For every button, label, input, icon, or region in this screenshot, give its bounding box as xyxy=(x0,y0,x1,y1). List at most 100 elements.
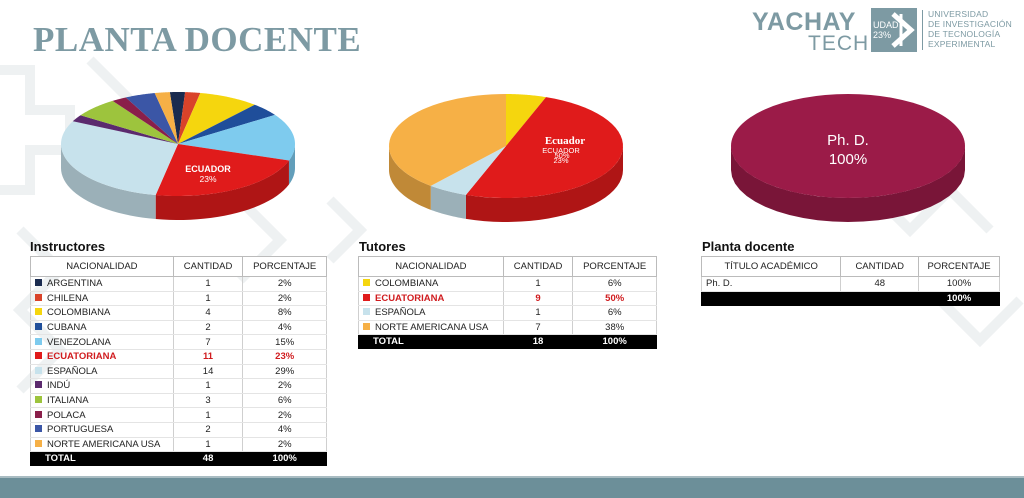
column-header: TÍTULO ACADÉMICO xyxy=(700,256,842,277)
row-percentage: 50% xyxy=(572,291,657,307)
legend-swatch-icon xyxy=(363,293,370,301)
row-percentage: 6% xyxy=(242,393,327,409)
university-logo: YACHAY TECH UDAD 23% UNIVERSIDAD DE INVES… xyxy=(752,6,1012,56)
row-quantity: 1 xyxy=(502,276,574,292)
table-row: INDÚ 1 2% xyxy=(30,378,327,394)
logo-subtitle: UNIVERSIDAD DE INVESTIGACIÓN DE TECNOLOG… xyxy=(928,9,1012,49)
legend-swatch-icon xyxy=(35,410,42,418)
pie-slice-side xyxy=(61,144,156,220)
pie-slice xyxy=(169,92,186,144)
pie-slice-side xyxy=(288,144,295,185)
table-row: ECUATORIANA 11 23% xyxy=(30,349,327,365)
table-row: Ph. D. 48 100% xyxy=(700,276,1000,292)
pie-slice xyxy=(178,92,201,144)
total-row: TOTAL 18 100% xyxy=(358,334,657,350)
row-quantity: 1 xyxy=(172,437,244,453)
logo-divider xyxy=(922,10,923,50)
pie-label-ecuador-pct: 23% xyxy=(199,174,216,184)
row-label: COLOMBIANA xyxy=(358,276,504,292)
total-quantity xyxy=(840,291,920,306)
row-quantity: 1 xyxy=(172,378,244,394)
row-label: NORTE AMERICANA USA xyxy=(30,437,174,453)
pie-slice xyxy=(178,104,275,144)
pie-slice xyxy=(155,144,289,196)
row-label: ITALIANA xyxy=(30,393,174,409)
planta-docente-table: TÍTULO ACADÉMICO CANTIDAD PORCENTAJE Ph.… xyxy=(700,256,1000,306)
tutores-table: NACIONALIDAD CANTIDAD PORCENTAJE COLOMBI… xyxy=(358,256,657,350)
pie-slice xyxy=(389,94,506,186)
row-quantity: 7 xyxy=(502,320,574,336)
pie-label-ecuador: ECUADOR xyxy=(185,164,231,174)
pie-slice xyxy=(72,115,178,144)
pie-label-phd-pct: 100% xyxy=(829,151,867,168)
table-row: ESPAÑOLA 14 29% xyxy=(30,364,327,380)
total-percentage: 100% xyxy=(918,291,1000,306)
row-quantity: 7 xyxy=(172,334,244,350)
row-quantity: 4 xyxy=(172,305,244,321)
table-row: VENEZOLANA 7 15% xyxy=(30,334,327,350)
pie-label-phd: Ph. D. xyxy=(827,132,869,149)
logo-word-tech: TECH xyxy=(808,32,870,55)
row-label: NORTE AMERICANA USA xyxy=(358,320,504,336)
pie-slice-side xyxy=(465,146,623,222)
column-header: CANTIDAD xyxy=(502,256,574,277)
total-percentage: 100% xyxy=(242,451,327,467)
column-header: PORCENTAJE xyxy=(918,256,1000,277)
pie-chart-planta-docente: Ph. D. 100% xyxy=(731,94,965,222)
row-quantity: 11 xyxy=(172,349,244,365)
row-percentage: 6% xyxy=(572,305,657,321)
instructores-table: NACIONALIDAD CANTIDAD PORCENTAJE ARGENTI… xyxy=(30,256,327,467)
total-label: TOTAL xyxy=(358,334,504,350)
legend-swatch-icon xyxy=(35,381,42,389)
table-row: CUBANA 2 4% xyxy=(30,320,327,336)
column-header: CANTIDAD xyxy=(172,256,244,277)
legend-swatch-icon xyxy=(363,323,370,331)
row-quantity: 48 xyxy=(840,276,920,292)
row-label: ECUATORIANA xyxy=(358,291,504,307)
footer-bar xyxy=(0,478,1024,498)
row-percentage: 100% xyxy=(918,276,1000,292)
pie-slice xyxy=(731,94,965,198)
column-header: NACIONALIDAD xyxy=(358,256,504,277)
table-row: PORTUGUESA 2 4% xyxy=(30,422,327,438)
total-row: TOTAL 48 100% xyxy=(30,451,327,467)
column-header: PORCENTAJE xyxy=(572,256,657,277)
table-row: ARGENTINA 1 2% xyxy=(30,276,327,292)
table-row: NORTE AMERICANA USA 7 38% xyxy=(358,320,657,336)
total-row: 100% xyxy=(700,291,1000,306)
pie-slice xyxy=(506,94,547,146)
table-row: ECUATORIANA 9 50% xyxy=(358,291,657,307)
table-row: COLOMBIANA 4 8% xyxy=(30,305,327,321)
table-row: COLOMBIANA 1 6% xyxy=(358,276,657,292)
pie-slice xyxy=(465,97,623,198)
legend-swatch-icon xyxy=(35,396,42,404)
row-label: INDÚ xyxy=(30,378,174,394)
legend-swatch-icon xyxy=(35,293,42,301)
pie-slice xyxy=(125,93,178,144)
legend-swatch-icon xyxy=(35,352,42,360)
legend-swatch-icon xyxy=(35,337,42,345)
table-row: ITALIANA 3 6% xyxy=(30,393,327,409)
row-label: POLACA xyxy=(30,407,174,423)
legend-swatch-icon xyxy=(363,279,370,287)
row-quantity: 14 xyxy=(172,364,244,380)
row-percentage: 29% xyxy=(242,364,327,380)
row-percentage: 4% xyxy=(242,320,327,336)
row-label: COLOMBIANA xyxy=(30,305,174,321)
row-percentage: 38% xyxy=(572,320,657,336)
row-label: PORTUGUESA xyxy=(30,422,174,438)
pie-slice xyxy=(430,146,506,195)
row-quantity: 9 xyxy=(502,291,574,307)
row-percentage: 2% xyxy=(242,437,327,453)
legend-swatch-icon xyxy=(35,279,42,287)
footer-line xyxy=(0,476,1024,478)
row-quantity: 2 xyxy=(172,422,244,438)
row-quantity: 1 xyxy=(172,291,244,307)
legend-swatch-icon xyxy=(35,366,42,374)
pie-label-ecuador-pct2: 23% xyxy=(553,156,568,165)
pie-label-ecuador-pct: 50% xyxy=(554,151,569,160)
instructores-title: Instructores xyxy=(30,239,106,254)
table-row: ESPAÑOLA 1 6% xyxy=(358,305,657,321)
row-quantity: 1 xyxy=(172,407,244,423)
